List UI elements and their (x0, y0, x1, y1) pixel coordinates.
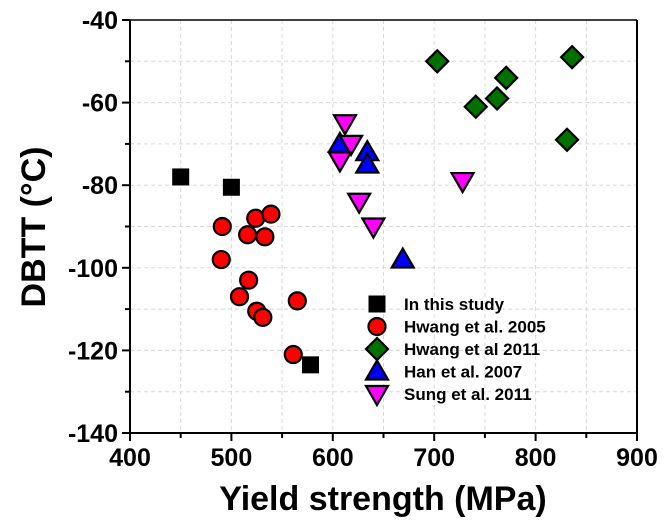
tick-labels: 400 500 600 700 800 900 -40 -60 -80 -100 -120 -140 (68, 7, 658, 472)
y-axis-title: DBTT (°C) (15, 147, 53, 308)
series-hwang-et-al-2005 (211, 204, 307, 365)
legend-item: Hwang et al 2011 (364, 336, 540, 362)
ticks (122, 19, 638, 441)
data-point (360, 217, 387, 240)
data-point (172, 168, 190, 186)
data-point (283, 344, 303, 365)
legend-marker (367, 316, 387, 337)
data-point (493, 65, 519, 91)
x-tick-label: 600 (312, 444, 354, 472)
y-tick-label: -40 (82, 7, 118, 35)
data-point (559, 44, 585, 70)
x-tick-label: 700 (413, 444, 455, 472)
y-tick-label: -140 (68, 420, 118, 448)
y-tick-label: -120 (68, 337, 118, 365)
x-tick-label: 400 (109, 444, 151, 472)
data-point (346, 192, 373, 215)
legend-item: Sung et al. 2011 (364, 384, 532, 408)
data-point (239, 270, 259, 290)
legend-label: Sung et al. 2011 (404, 385, 532, 404)
data-point (222, 178, 240, 196)
data-point (449, 171, 476, 195)
x-tick-label: 800 (515, 444, 557, 472)
data-point (229, 287, 250, 307)
x-axis-title: Yield strength (MPa) (219, 480, 546, 518)
data-point (338, 134, 364, 158)
data-point (463, 94, 489, 120)
legend-label: Hwang et al 2011 (404, 340, 540, 359)
legend-label: Hwang et al. 2005 (404, 318, 546, 337)
data-point (326, 151, 353, 174)
legend-marker (364, 336, 390, 362)
data-point (554, 127, 580, 153)
legend: In this study Hwang et al. 2005 Hwang et a… (364, 295, 546, 408)
data-point (424, 48, 450, 74)
legend-item: Hwang et al. 2005 (367, 316, 546, 337)
data-point (253, 307, 273, 327)
legend-marker (368, 295, 386, 313)
legend-marker (364, 358, 390, 381)
data-point (238, 225, 258, 245)
legend-label: In this study (404, 295, 505, 314)
y-tick-label: -80 (82, 172, 118, 200)
data-point (301, 356, 319, 374)
data-point (332, 114, 358, 137)
series-sung-et-al-2011 (326, 114, 476, 240)
y-tick-label: -100 (68, 255, 118, 283)
y-tick-label: -60 (82, 90, 118, 118)
legend-label: Han et al. 2007 (404, 363, 522, 382)
data-point (484, 85, 510, 112)
series-hwang-et-al-2011 (424, 44, 585, 153)
data-points (172, 44, 585, 374)
x-tick-label: 500 (211, 444, 253, 472)
data-point (354, 151, 381, 174)
legend-item: Han et al. 2007 (364, 358, 522, 382)
legend-marker (364, 384, 390, 408)
series-in-this-study (172, 168, 319, 374)
legend-item: In this study (368, 295, 505, 314)
data-point (212, 216, 232, 237)
data-point (211, 249, 231, 270)
data-point (255, 227, 275, 247)
data-point (389, 246, 416, 269)
data-point (261, 204, 281, 224)
x-tick-label: 900 (616, 444, 658, 472)
data-point (287, 291, 307, 311)
